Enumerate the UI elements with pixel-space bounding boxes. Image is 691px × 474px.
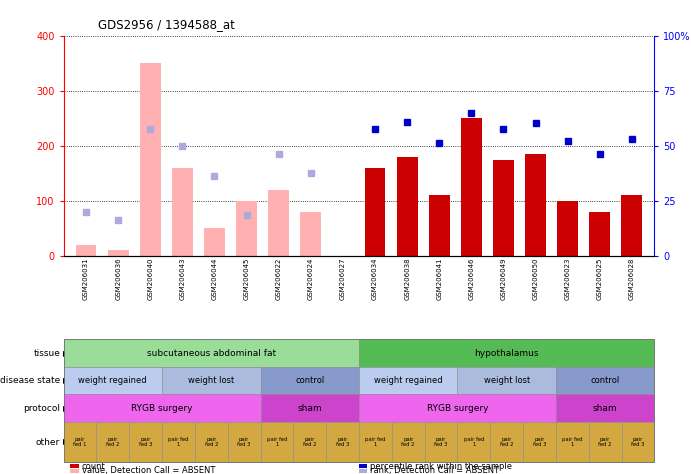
Text: pair fed
1: pair fed 1 bbox=[365, 437, 386, 447]
Text: tissue: tissue bbox=[33, 349, 60, 357]
Bar bbox=[461, 118, 482, 256]
Text: pair
fed 2: pair fed 2 bbox=[500, 437, 513, 447]
Text: ▶: ▶ bbox=[63, 376, 69, 385]
Text: pair fed
1: pair fed 1 bbox=[267, 437, 287, 447]
Text: control: control bbox=[295, 376, 324, 385]
Bar bbox=[172, 168, 193, 256]
Text: sham: sham bbox=[593, 404, 618, 412]
Text: RYGB surgery: RYGB surgery bbox=[426, 404, 489, 412]
Text: GDS2956 / 1394588_at: GDS2956 / 1394588_at bbox=[98, 18, 235, 31]
Text: pair
fed 2: pair fed 2 bbox=[205, 437, 218, 447]
Text: sham: sham bbox=[297, 404, 322, 412]
Bar bbox=[204, 228, 225, 256]
Text: weight regained: weight regained bbox=[79, 376, 147, 385]
Text: pair
fed 3: pair fed 3 bbox=[336, 437, 349, 447]
Text: other: other bbox=[36, 438, 60, 447]
Text: rank, Detection Call = ABSENT: rank, Detection Call = ABSENT bbox=[370, 466, 499, 474]
Bar bbox=[268, 190, 289, 256]
Text: subcutaneous abdominal fat: subcutaneous abdominal fat bbox=[146, 349, 276, 357]
Text: weight lost: weight lost bbox=[484, 376, 530, 385]
Bar bbox=[75, 245, 97, 256]
Text: control: control bbox=[591, 376, 620, 385]
Text: ▶: ▶ bbox=[63, 349, 69, 357]
Bar bbox=[557, 201, 578, 256]
Bar bbox=[621, 195, 643, 256]
Text: pair
fed 2: pair fed 2 bbox=[303, 437, 316, 447]
Bar bbox=[589, 212, 610, 256]
Bar bbox=[140, 63, 161, 256]
Bar bbox=[493, 160, 514, 256]
Text: hypothalamus: hypothalamus bbox=[475, 349, 539, 357]
Text: pair
fed 2: pair fed 2 bbox=[401, 437, 415, 447]
Bar bbox=[108, 250, 129, 256]
Text: pair fed
1: pair fed 1 bbox=[562, 437, 583, 447]
Bar bbox=[236, 201, 257, 256]
Text: ▶: ▶ bbox=[63, 438, 69, 447]
Text: disease state: disease state bbox=[0, 376, 60, 385]
Text: ▶: ▶ bbox=[63, 404, 69, 412]
Text: pair fed
1: pair fed 1 bbox=[464, 437, 484, 447]
Text: RYGB surgery: RYGB surgery bbox=[131, 404, 193, 412]
Text: pair
fed 3: pair fed 3 bbox=[238, 437, 251, 447]
Text: count: count bbox=[82, 462, 105, 471]
Text: pair
fed 3: pair fed 3 bbox=[435, 437, 448, 447]
Text: pair
fed 3: pair fed 3 bbox=[533, 437, 546, 447]
Text: pair
fed 3: pair fed 3 bbox=[632, 437, 645, 447]
Text: pair
fed 2: pair fed 2 bbox=[598, 437, 612, 447]
Text: pair
fed 1: pair fed 1 bbox=[73, 437, 87, 447]
Text: weight regained: weight regained bbox=[374, 376, 442, 385]
Text: pair
fed 3: pair fed 3 bbox=[139, 437, 152, 447]
Text: pair
fed 2: pair fed 2 bbox=[106, 437, 120, 447]
Text: percentile rank within the sample: percentile rank within the sample bbox=[370, 462, 512, 471]
Text: protocol: protocol bbox=[23, 404, 60, 412]
Bar bbox=[301, 212, 321, 256]
Text: weight lost: weight lost bbox=[188, 376, 234, 385]
Bar bbox=[429, 195, 450, 256]
Text: pair fed
1: pair fed 1 bbox=[168, 437, 189, 447]
Bar bbox=[525, 154, 546, 256]
Text: value, Detection Call = ABSENT: value, Detection Call = ABSENT bbox=[82, 466, 215, 474]
Bar bbox=[365, 168, 386, 256]
Bar bbox=[397, 157, 417, 256]
